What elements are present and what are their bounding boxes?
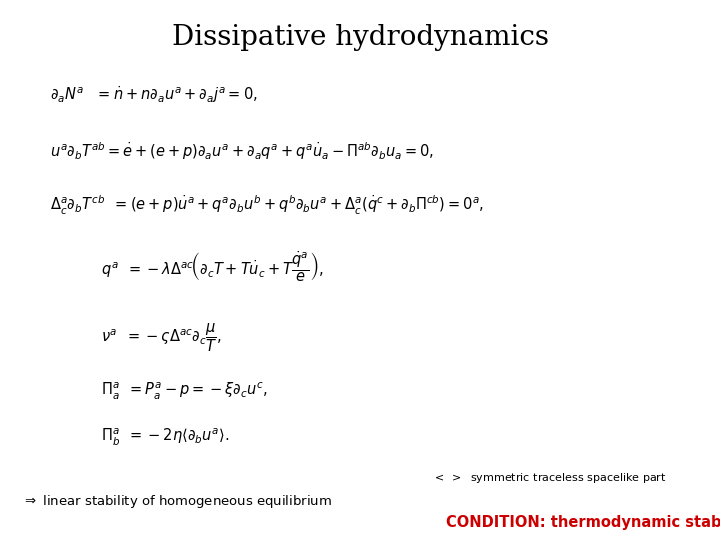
- Text: $q^a \;\; = -\lambda\Delta^{ac}\!\left(\partial_c T + T\dot{u}_c + T\dfrac{\dot{: $q^a \;\; = -\lambda\Delta^{ac}\!\left(\…: [101, 250, 324, 285]
- Text: Dissipative hydrodynamics: Dissipative hydrodynamics: [171, 24, 549, 51]
- Text: CONDITION: thermodynamic stability: CONDITION: thermodynamic stability: [446, 515, 720, 530]
- Text: $\Pi^a_b \;\; = -2\eta\langle\partial_b u^a\rangle.$: $\Pi^a_b \;\; = -2\eta\langle\partial_b …: [101, 427, 229, 448]
- Text: $\nu^a \;\; = -\varsigma\Delta^{ac}\partial_c\dfrac{\mu}{T},$: $\nu^a \;\; = -\varsigma\Delta^{ac}\part…: [101, 321, 222, 354]
- Text: $u^a\partial_b T^{ab} = \dot{e} + (e+p)\partial_a u^a + \partial_a q^a + q^a\dot: $u^a\partial_b T^{ab} = \dot{e} + (e+p)\…: [50, 140, 434, 162]
- Text: $\Pi^a_a \;\; = P^a_a - p = -\xi\partial_c u^c,$: $\Pi^a_a \;\; = P^a_a - p = -\xi\partial…: [101, 381, 268, 402]
- Text: $\partial_a N^a \;\;\; = \dot{n} + n\partial_a u^a + \partial_a j^a = 0,$: $\partial_a N^a \;\;\; = \dot{n} + n\par…: [50, 84, 258, 105]
- Text: $\Rightarrow$ linear stability of homogeneous equilibrium: $\Rightarrow$ linear stability of homoge…: [22, 492, 332, 510]
- Text: $<\ >\ $ symmetric traceless spacelike part: $<\ >\ $ symmetric traceless spacelike p…: [432, 471, 667, 485]
- Text: $\Delta^a_c\partial_b T^{cb} \;\; = (e+p)\dot{u}^a + q^a\partial_b u^b + q^b\par: $\Delta^a_c\partial_b T^{cb} \;\; = (e+p…: [50, 194, 485, 217]
